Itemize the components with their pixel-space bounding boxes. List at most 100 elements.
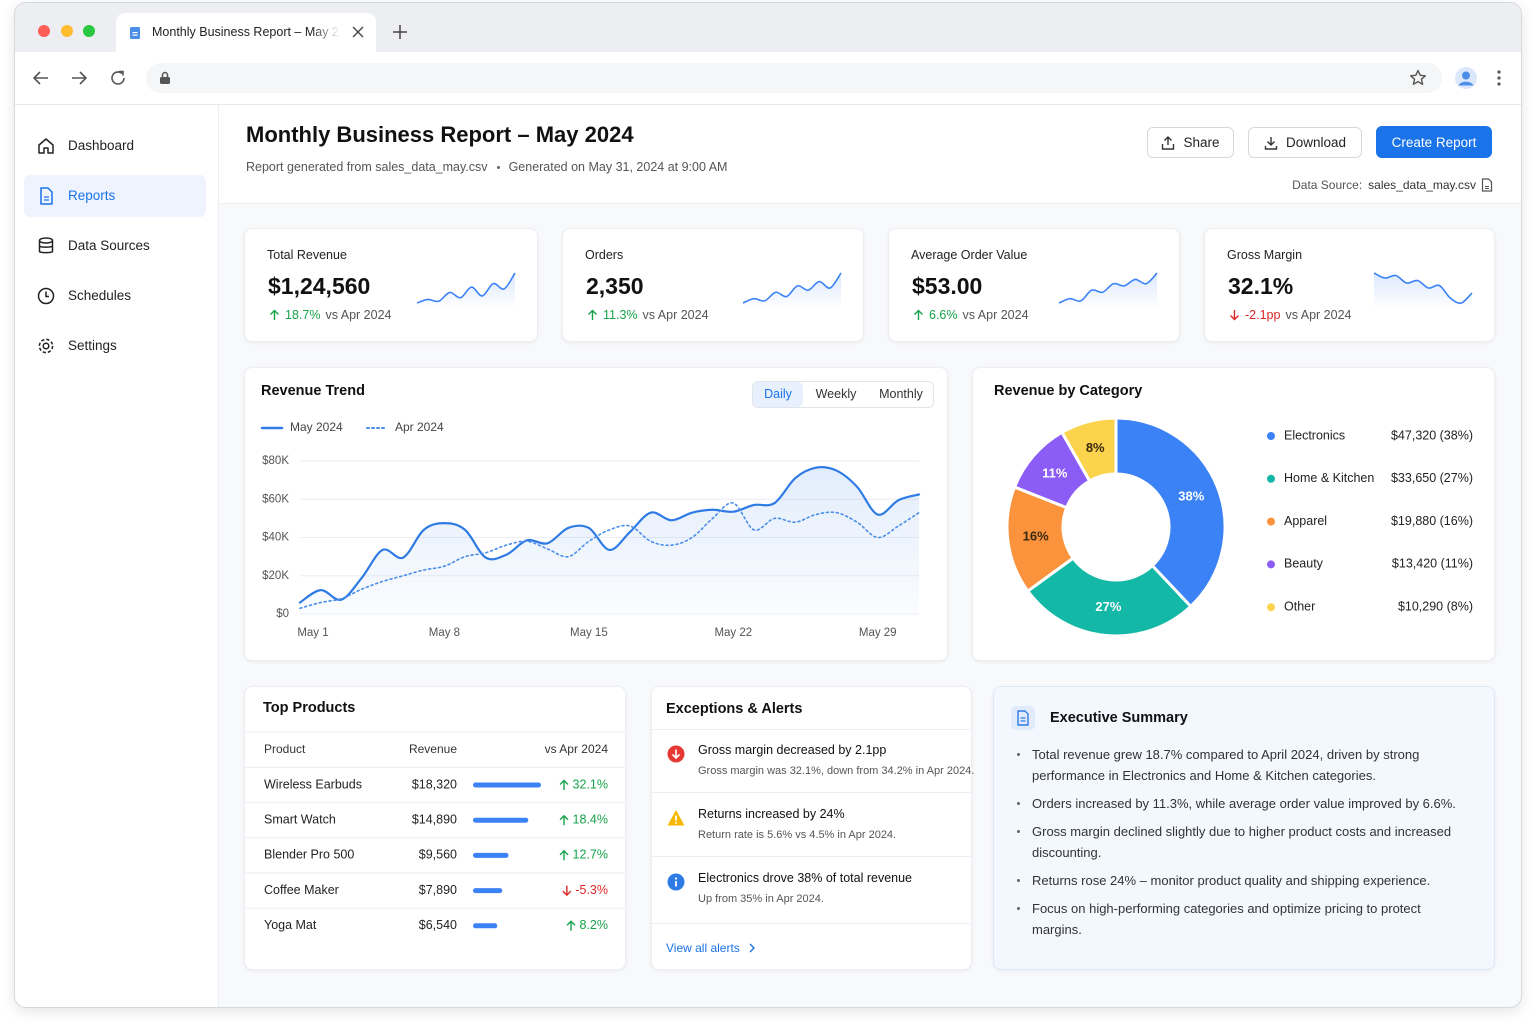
icon-glyph bbox=[674, 877, 678, 880]
data-source-label: Data Source: bbox=[1292, 178, 1363, 192]
report-icon bbox=[40, 187, 53, 205]
summary-bullet: Total revenue grew 18.7% compared to Apr… bbox=[1016, 744, 1464, 786]
product-name: Yoga Mat bbox=[264, 918, 317, 932]
sparkline-area bbox=[1059, 273, 1157, 309]
kpi-change-row: 6.6% vs Apr 2024 bbox=[913, 308, 1029, 322]
tab-icon bbox=[130, 27, 140, 39]
kpi-compare: vs Apr 2024 bbox=[325, 308, 392, 322]
revenue-trend-chart: $0 $20K $40K $60K $80K May 1 May 8 May 15 May 22… bbox=[260, 420, 921, 639]
alert-title: Returns increased by 24% bbox=[698, 807, 845, 821]
alert-detail: Gross margin was 32.1%, down from 34.2% … bbox=[698, 765, 975, 777]
sidebar bbox=[15, 105, 219, 1007]
nav-label: Data Sources bbox=[68, 238, 150, 253]
close-dot[interactable] bbox=[38, 25, 50, 37]
nav-dashboard[interactable]: Dashboard bbox=[24, 125, 206, 167]
legend-dot bbox=[1267, 432, 1275, 440]
menu-button[interactable] bbox=[1496, 69, 1502, 87]
nav-data-sources[interactable]: Data Sources bbox=[24, 225, 206, 267]
nav-label: Dashboard bbox=[68, 138, 135, 153]
trend-arrow bbox=[270, 309, 279, 320]
generated-note: Generated on May 31, 2024 at 9:00 AM bbox=[508, 160, 728, 174]
range-tab[interactable]: Monthly bbox=[879, 387, 923, 401]
window-controls[interactable] bbox=[30, 22, 102, 40]
sparkline bbox=[1373, 272, 1473, 309]
kpi-value: $1,24,560 bbox=[268, 273, 371, 299]
nav-schedules[interactable]: Schedules bbox=[24, 275, 206, 317]
top-products-table: Product Revenue vs Apr 2024 Wireless Earbud… bbox=[244, 731, 626, 932]
forward-button[interactable] bbox=[70, 69, 88, 87]
y-tick-label: $20K bbox=[262, 570, 289, 582]
legend-value: $33,650 (27%) bbox=[1391, 471, 1473, 485]
new-tab[interactable] bbox=[393, 25, 407, 39]
profile-avatar[interactable] bbox=[1454, 66, 1478, 90]
download-button[interactable]: Download bbox=[1248, 127, 1362, 158]
legend-value: $19,880 (16%) bbox=[1391, 514, 1473, 528]
chevron bbox=[749, 943, 755, 953]
legend-value: $13,420 (11%) bbox=[1392, 557, 1473, 571]
nav-reports[interactable]: Reports bbox=[24, 175, 206, 217]
nav-settings[interactable]: Settings bbox=[24, 325, 206, 367]
donut-slice bbox=[1060, 416, 1118, 483]
change-arrow bbox=[566, 920, 576, 931]
kpi-change: 11.3% bbox=[603, 308, 638, 322]
x-tick-label: May 29 bbox=[859, 627, 897, 639]
icon-glyph bbox=[675, 821, 677, 824]
button-label: Create Report bbox=[1391, 134, 1477, 150]
share-icon bbox=[1162, 135, 1175, 150]
kpi-card: Orders 2,350 11.3% vs Apr 2024 bbox=[562, 228, 864, 342]
card-title: Executive Summary bbox=[1050, 710, 1188, 726]
address-bar[interactable] bbox=[146, 63, 1442, 93]
lock-icon bbox=[160, 71, 170, 84]
nav-label: Schedules bbox=[68, 288, 132, 303]
range-toggle: Daily Weekly Monthly bbox=[752, 381, 934, 408]
kpi-card: Gross Margin 32.1% -2.1pp vs Apr 2024 bbox=[1204, 228, 1495, 342]
report-title: Monthly Business Report – May 2024 bbox=[246, 122, 634, 147]
legend-dot bbox=[1267, 474, 1275, 483]
kpi-change-row: 18.7% vs Apr 2024 bbox=[269, 308, 391, 322]
product-revenue: $18,320 bbox=[412, 777, 457, 791]
legend-label: Apparel bbox=[1284, 514, 1327, 528]
arrow-shape bbox=[562, 885, 572, 897]
product-name: Blender Pro 500 bbox=[264, 848, 354, 862]
create-report-button[interactable]: Create Report bbox=[1376, 126, 1492, 158]
separator-dot bbox=[496, 165, 500, 169]
trend-arrow bbox=[588, 309, 597, 320]
file-icon bbox=[1481, 178, 1493, 192]
reload-button[interactable] bbox=[109, 69, 127, 87]
slice-label: 11% bbox=[1042, 465, 1068, 480]
browser-tab[interactable]: Monthly Business Report – May 2024 bbox=[116, 13, 376, 52]
alert-icon bbox=[667, 745, 685, 763]
y-tick-label: $80K bbox=[262, 455, 289, 467]
product-name: Wireless Earbuds bbox=[264, 777, 362, 791]
top-products-card bbox=[244, 686, 626, 970]
range-tab[interactable]: Weekly bbox=[815, 387, 857, 401]
range-tab[interactable]: Daily bbox=[753, 382, 803, 407]
home-icon bbox=[38, 138, 54, 154]
y-tick-label: $40K bbox=[262, 532, 289, 544]
minimize-dot[interactable] bbox=[61, 25, 73, 37]
legend-value: $47,320 (38%) bbox=[1391, 428, 1473, 442]
sparkline bbox=[1058, 272, 1158, 309]
revenue-bar bbox=[473, 888, 503, 894]
y-tick-label: $60K bbox=[262, 493, 289, 505]
tab-close[interactable] bbox=[352, 26, 364, 38]
product-change: 32.1% bbox=[573, 777, 608, 791]
share-button[interactable]: Share bbox=[1147, 127, 1234, 158]
summary-icon bbox=[1011, 706, 1035, 730]
kpi-value: $53.00 bbox=[912, 273, 983, 299]
trend-arrow bbox=[914, 309, 923, 320]
card-title: Revenue Trend bbox=[261, 383, 365, 399]
back-button[interactable] bbox=[32, 69, 50, 87]
donut-slice bbox=[1114, 416, 1227, 608]
summary-list: Total revenue grew 18.7% compared to Apr… bbox=[1016, 744, 1464, 947]
divider bbox=[652, 792, 971, 793]
donut-slice bbox=[1026, 556, 1193, 638]
view-all-link[interactable]: View all alerts bbox=[666, 941, 755, 955]
bookmark-star[interactable] bbox=[1409, 69, 1427, 87]
maximize-dot[interactable] bbox=[83, 25, 95, 37]
kpi-card: Total Revenue $1,24,560 18.7% vs Apr 2024 bbox=[244, 228, 538, 342]
arrow-shape bbox=[559, 779, 569, 790]
alert-title: Electronics drove 38% of total revenue bbox=[698, 871, 913, 885]
sparkline-line bbox=[416, 272, 516, 304]
